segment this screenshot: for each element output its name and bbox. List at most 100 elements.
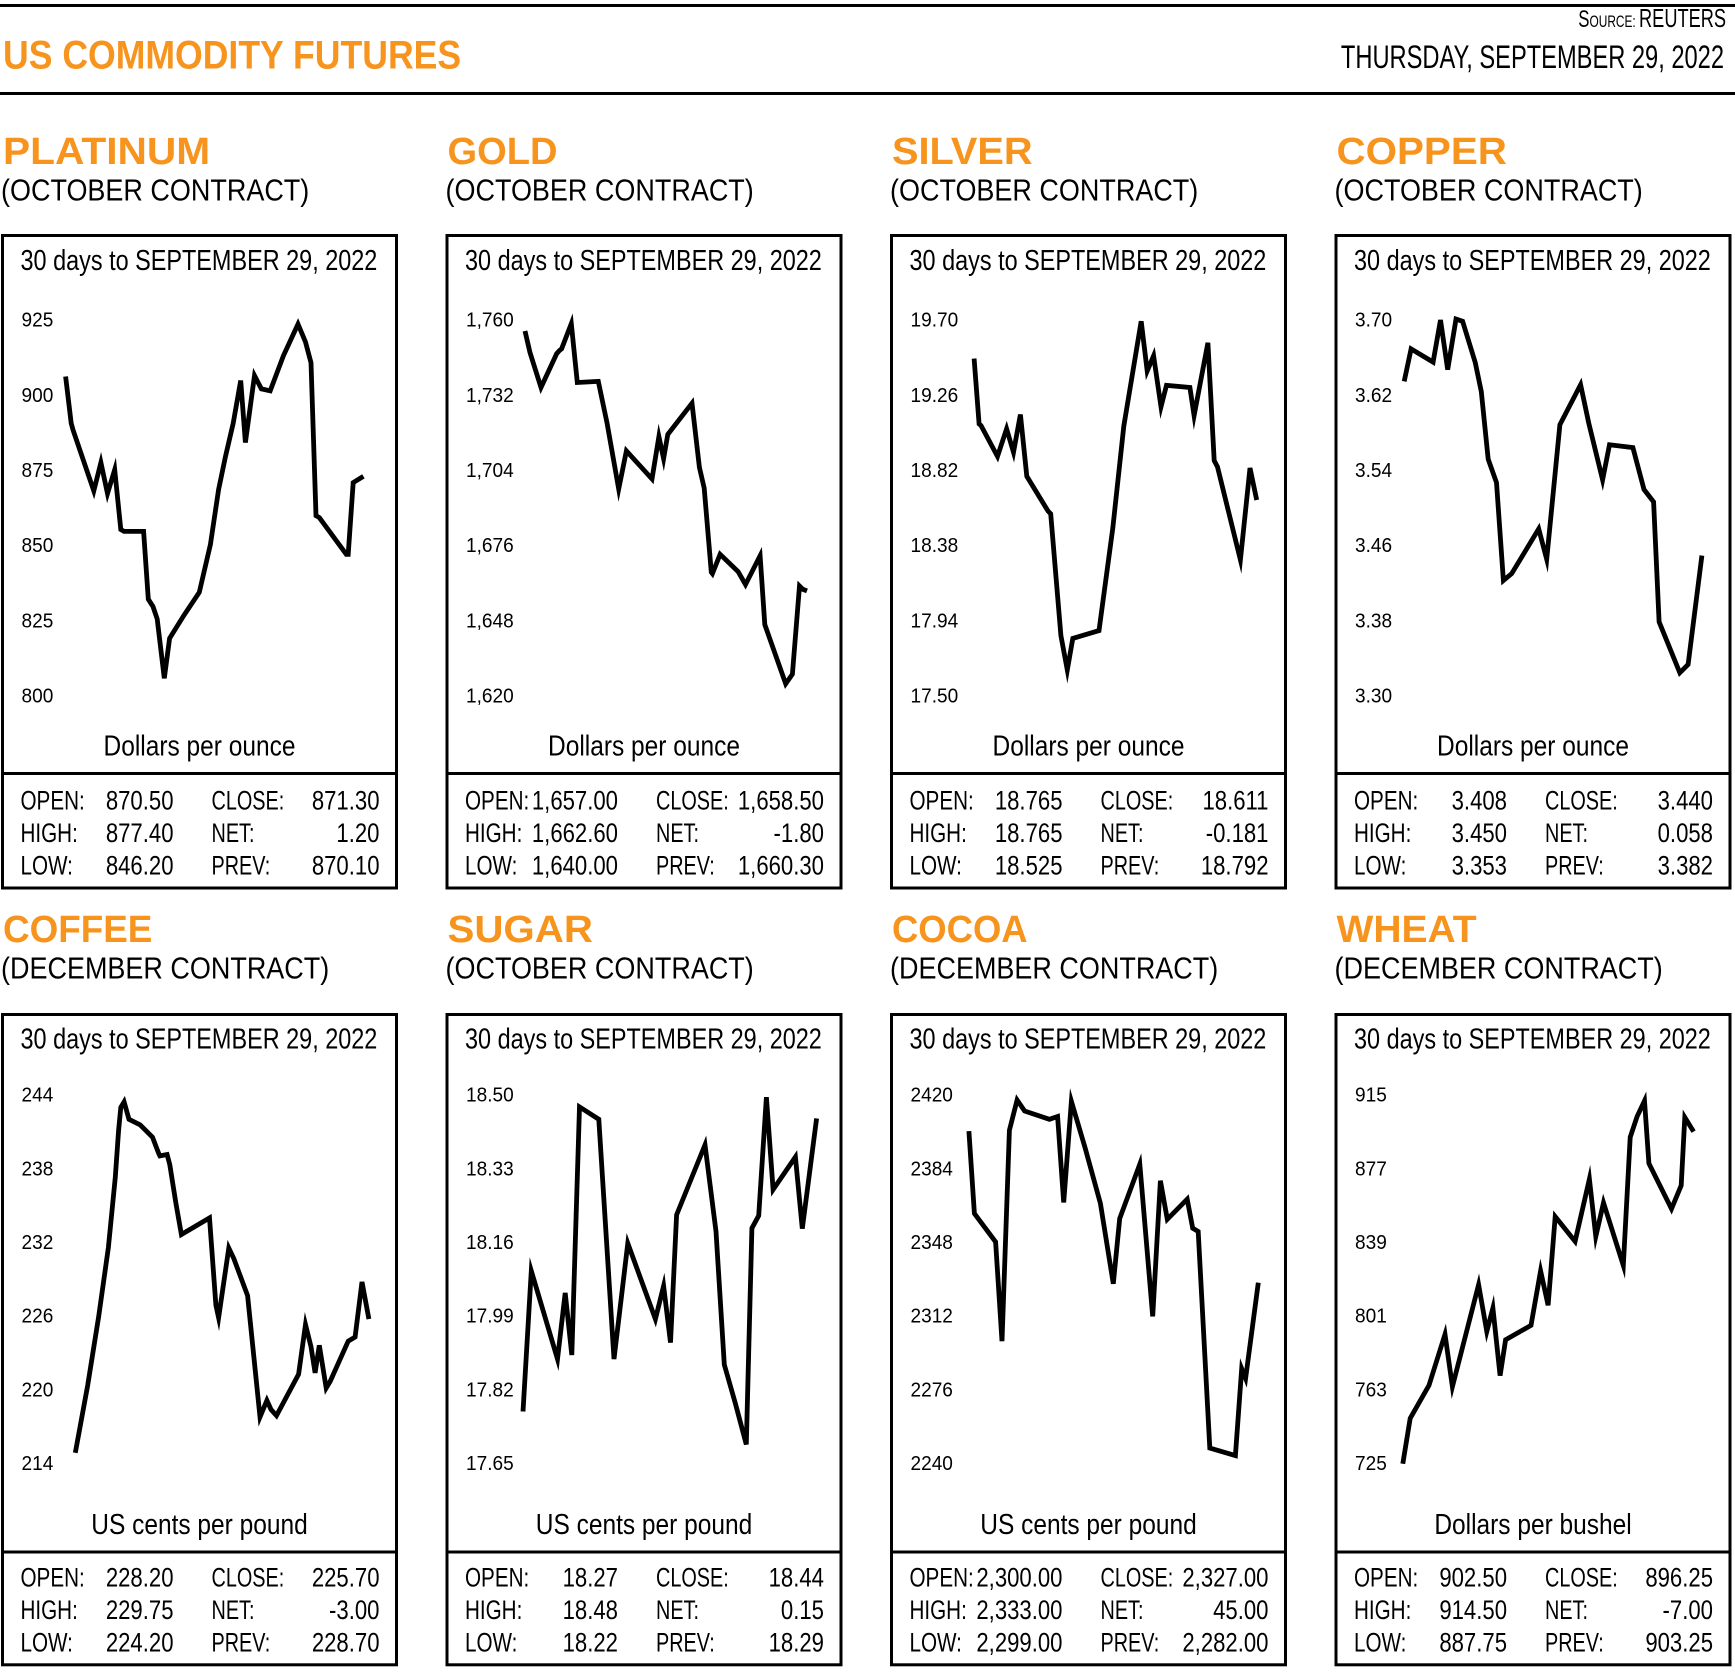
svg-text:2240: 2240 — [911, 1452, 953, 1475]
svg-text:PREV:: PREV: — [212, 1629, 271, 1659]
svg-text:30 days to SEPTEMBER 29, 2022: 30 days to SEPTEMBER 29, 2022 — [1354, 1022, 1711, 1055]
svg-text:HIGH:: HIGH: — [21, 818, 78, 848]
svg-text:220: 220 — [22, 1379, 54, 1402]
svg-text:COPPER: COPPER — [1337, 131, 1507, 173]
svg-text:3.70: 3.70 — [1355, 309, 1392, 332]
svg-text:214: 214 — [22, 1452, 54, 1475]
svg-text:US cents per pound: US cents per pound — [91, 1508, 307, 1540]
svg-text:HIGH:: HIGH: — [910, 1595, 967, 1625]
svg-text:NET:: NET: — [212, 1596, 255, 1626]
svg-text:CLOSE:: CLOSE: — [1101, 787, 1174, 817]
svg-text:NET:: NET: — [656, 819, 699, 849]
svg-text:LOW:: LOW: — [465, 1628, 517, 1658]
svg-text:(DECEMBER CONTRACT): (DECEMBER CONTRACT) — [890, 952, 1218, 986]
svg-text:18.525: 18.525 — [995, 852, 1063, 882]
svg-text:18.22: 18.22 — [563, 1629, 618, 1659]
svg-text:Dollars per ounce: Dollars per ounce — [548, 730, 740, 762]
svg-text:OPEN:: OPEN: — [21, 1563, 85, 1593]
svg-text:18.765: 18.765 — [995, 787, 1063, 817]
svg-text:850: 850 — [22, 534, 54, 557]
svg-text:0.15: 0.15 — [781, 1596, 824, 1626]
svg-text:LOW:: LOW: — [910, 1628, 962, 1658]
svg-text:3.62: 3.62 — [1355, 384, 1392, 407]
svg-text:HIGH:: HIGH: — [910, 818, 967, 848]
svg-text:CLOSE:: CLOSE: — [212, 787, 285, 817]
svg-text:877: 877 — [1355, 1158, 1387, 1181]
svg-text:1,640.00: 1,640.00 — [532, 852, 618, 882]
svg-text:226: 226 — [22, 1305, 54, 1328]
svg-text:1,658.50: 1,658.50 — [738, 787, 824, 817]
svg-text:839: 839 — [1355, 1231, 1387, 1254]
svg-text:(OCTOBER CONTRACT): (OCTOBER CONTRACT) — [446, 174, 754, 208]
svg-text:CLOSE:: CLOSE: — [1545, 1564, 1618, 1594]
svg-text:875: 875 — [22, 459, 54, 482]
svg-text:HIGH:: HIGH: — [1354, 1595, 1411, 1625]
svg-text:1,620: 1,620 — [466, 685, 514, 708]
svg-text:3.38: 3.38 — [1355, 610, 1392, 633]
svg-text:PLATINUM: PLATINUM — [3, 130, 210, 172]
svg-text:900: 900 — [22, 384, 54, 407]
svg-text:17.65: 17.65 — [466, 1452, 514, 1475]
svg-text:18.27: 18.27 — [563, 1564, 618, 1594]
svg-text:3.54: 3.54 — [1355, 459, 1392, 482]
svg-text:229.75: 229.75 — [106, 1596, 174, 1626]
svg-text:1,704: 1,704 — [466, 459, 514, 482]
svg-text:45.00: 45.00 — [1213, 1596, 1268, 1626]
svg-text:LOW:: LOW: — [21, 1628, 73, 1658]
svg-text:US COMMODITY FUTURES: US COMMODITY FUTURES — [3, 34, 461, 78]
svg-text:Dollars per ounce: Dollars per ounce — [1437, 730, 1629, 762]
svg-text:18.29: 18.29 — [769, 1629, 824, 1659]
svg-text:896.25: 896.25 — [1645, 1564, 1713, 1594]
svg-text:30 days to SEPTEMBER 29, 2022: 30 days to SEPTEMBER 29, 2022 — [465, 244, 822, 277]
svg-text:CLOSE:: CLOSE: — [212, 1564, 285, 1594]
svg-text:725: 725 — [1355, 1452, 1387, 1475]
svg-text:3.353: 3.353 — [1452, 852, 1507, 882]
svg-text:825: 825 — [22, 610, 54, 633]
svg-text:CLOSE:: CLOSE: — [656, 1564, 729, 1594]
svg-text:2,300.00: 2,300.00 — [976, 1564, 1062, 1594]
svg-text:PREV:: PREV: — [1545, 852, 1604, 882]
svg-text:915: 915 — [1355, 1084, 1387, 1107]
svg-text:SUGAR: SUGAR — [448, 909, 593, 951]
svg-text:COFFEE: COFFEE — [3, 907, 152, 950]
svg-text:NET:: NET: — [1545, 819, 1588, 849]
svg-text:LOW:: LOW: — [465, 851, 517, 881]
svg-text:NET:: NET: — [1101, 819, 1144, 849]
svg-text:17.82: 17.82 — [466, 1379, 514, 1402]
svg-text:30 days to SEPTEMBER 29, 2022: 30 days to SEPTEMBER 29, 2022 — [465, 1022, 822, 1055]
svg-text:1,676: 1,676 — [466, 534, 514, 557]
svg-text:17.50: 17.50 — [911, 685, 959, 708]
svg-text:WHEAT: WHEAT — [1337, 908, 1478, 950]
svg-text:871.30: 871.30 — [312, 787, 380, 817]
svg-text:-0.181: -0.181 — [1206, 819, 1269, 849]
svg-text:2276: 2276 — [911, 1379, 953, 1402]
svg-text:3.46: 3.46 — [1355, 534, 1392, 557]
svg-text:HIGH:: HIGH: — [1354, 818, 1411, 848]
svg-text:OPEN:: OPEN: — [910, 1563, 974, 1593]
svg-text:1,760: 1,760 — [466, 309, 514, 332]
svg-text:COCOA: COCOA — [892, 907, 1028, 950]
svg-text:228.20: 228.20 — [106, 1564, 174, 1594]
svg-text:2312: 2312 — [911, 1305, 953, 1328]
svg-text:3.408: 3.408 — [1452, 787, 1507, 817]
svg-text:1.20: 1.20 — [336, 819, 379, 849]
svg-text:PREV:: PREV: — [1545, 1629, 1604, 1659]
svg-text:OPEN:: OPEN: — [465, 786, 529, 816]
svg-text:19.70: 19.70 — [911, 309, 959, 332]
svg-text:NET:: NET: — [212, 819, 255, 849]
svg-text:870.50: 870.50 — [106, 787, 174, 817]
svg-text:224.20: 224.20 — [106, 1629, 174, 1659]
svg-text:Dollars per ounce: Dollars per ounce — [993, 730, 1185, 762]
svg-text:18.82: 18.82 — [911, 459, 959, 482]
svg-text:19.26: 19.26 — [911, 384, 959, 407]
svg-text:CLOSE:: CLOSE: — [656, 787, 729, 817]
svg-text:OPEN:: OPEN: — [465, 1563, 529, 1593]
svg-text:925: 925 — [22, 309, 54, 332]
svg-text:2,299.00: 2,299.00 — [976, 1629, 1062, 1659]
svg-text:800: 800 — [22, 685, 54, 708]
svg-text:3.382: 3.382 — [1658, 852, 1713, 882]
svg-text:Dollars per bushel: Dollars per bushel — [1434, 1508, 1631, 1540]
svg-text:(OCTOBER CONTRACT): (OCTOBER CONTRACT) — [1335, 174, 1643, 208]
svg-text:877.40: 877.40 — [106, 819, 174, 849]
svg-text:HIGH:: HIGH: — [465, 818, 522, 848]
